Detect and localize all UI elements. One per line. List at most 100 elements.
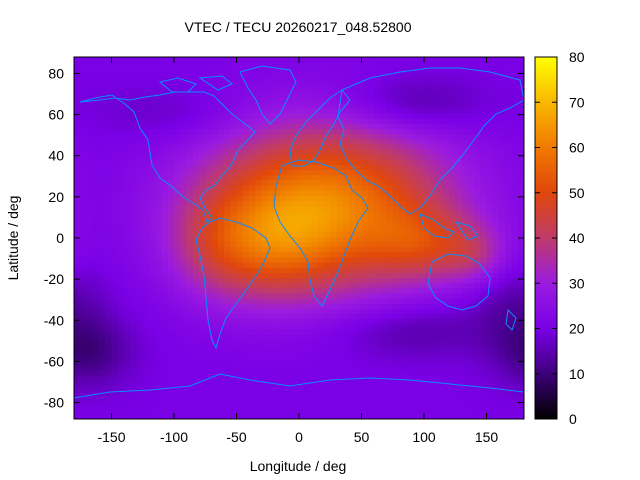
heatmap-cell bbox=[449, 195, 456, 202]
heatmap-cell bbox=[392, 62, 400, 68]
heatmap-cell bbox=[424, 375, 431, 382]
heatmap-cell bbox=[224, 355, 231, 361]
heatmap-cell bbox=[299, 226, 306, 233]
heatmap-cell bbox=[124, 391, 131, 397]
heatmap-cell bbox=[80, 257, 88, 264]
heatmap-cell bbox=[349, 370, 356, 377]
heatmap-cell bbox=[499, 324, 506, 331]
heatmap-cell bbox=[236, 128, 244, 135]
heatmap-cell bbox=[480, 308, 488, 315]
heatmap-cell bbox=[267, 344, 275, 351]
heatmap-cell bbox=[449, 365, 456, 372]
heatmap-cell bbox=[99, 211, 106, 217]
heatmap-cell bbox=[192, 67, 200, 74]
heatmap-cell bbox=[86, 344, 94, 351]
heatmap-cell bbox=[267, 77, 275, 84]
heatmap-cell bbox=[505, 170, 513, 176]
heatmap-cell bbox=[386, 231, 394, 238]
heatmap-cell bbox=[174, 226, 181, 233]
heatmap-cell bbox=[361, 62, 369, 68]
heatmap-cell bbox=[105, 236, 113, 243]
heatmap-cell bbox=[80, 170, 88, 176]
heatmap-cell bbox=[242, 283, 250, 289]
heatmap-cell bbox=[280, 200, 288, 207]
heatmap-cell bbox=[324, 355, 331, 361]
heatmap-cell bbox=[505, 128, 513, 135]
heatmap-cell bbox=[317, 62, 325, 68]
heatmap-cell bbox=[442, 164, 450, 171]
heatmap-cell bbox=[180, 175, 188, 182]
heatmap-cell bbox=[455, 391, 463, 397]
heatmap-cell bbox=[299, 98, 306, 104]
heatmap-cell bbox=[149, 406, 156, 413]
heatmap-cell bbox=[380, 355, 388, 361]
heatmap-cell bbox=[417, 308, 425, 315]
heatmap-cell bbox=[380, 344, 388, 351]
heatmap-cell bbox=[342, 283, 350, 289]
heatmap-cell bbox=[436, 298, 444, 305]
heatmap-cell bbox=[342, 200, 350, 207]
heatmap-cell bbox=[324, 190, 331, 197]
heatmap-cell bbox=[305, 206, 313, 212]
heatmap-cell bbox=[242, 175, 250, 182]
heatmap-cell bbox=[211, 67, 219, 74]
heatmap-cell bbox=[274, 396, 281, 403]
heatmap-cell bbox=[311, 123, 319, 130]
heatmap-cell bbox=[130, 396, 138, 403]
heatmap-cell bbox=[92, 262, 100, 269]
heatmap-cell bbox=[224, 406, 231, 413]
heatmap-cell bbox=[136, 67, 144, 74]
heatmap-cell bbox=[399, 108, 406, 115]
heatmap-cell bbox=[286, 87, 294, 94]
heatmap-cell bbox=[242, 82, 250, 89]
heatmap-cell bbox=[267, 391, 275, 397]
heatmap-cell bbox=[155, 375, 163, 382]
heatmap-cell bbox=[330, 314, 338, 320]
heatmap-cell bbox=[180, 339, 188, 346]
heatmap-cell bbox=[349, 139, 356, 146]
heatmap-cell bbox=[74, 350, 81, 356]
heatmap-cell bbox=[317, 118, 325, 125]
heatmap-cell bbox=[436, 200, 444, 207]
heatmap-cell bbox=[486, 391, 494, 397]
heatmap-cell bbox=[374, 319, 381, 325]
heatmap-cell bbox=[242, 386, 250, 392]
heatmap-cell bbox=[80, 401, 88, 408]
heatmap-cell bbox=[467, 308, 475, 315]
heatmap-cell bbox=[467, 92, 475, 99]
heatmap-cell bbox=[149, 72, 156, 79]
heatmap-cell bbox=[280, 108, 288, 115]
heatmap-cell bbox=[261, 103, 269, 110]
heatmap-cell bbox=[467, 293, 475, 300]
heatmap-cell bbox=[86, 257, 94, 264]
heatmap-cell bbox=[224, 113, 231, 120]
heatmap-cell bbox=[180, 67, 188, 74]
heatmap-cell bbox=[380, 257, 388, 264]
heatmap-cell bbox=[261, 278, 269, 284]
heatmap-cell bbox=[286, 72, 294, 79]
heatmap-cell bbox=[242, 154, 250, 161]
heatmap-cell bbox=[230, 370, 238, 377]
heatmap-cell bbox=[336, 278, 344, 284]
heatmap-cell bbox=[211, 293, 219, 300]
heatmap-cell bbox=[436, 247, 444, 253]
heatmap-cell bbox=[474, 278, 481, 284]
heatmap-cell bbox=[105, 164, 113, 171]
heatmap-cell bbox=[217, 200, 225, 207]
heatmap-cell bbox=[217, 355, 225, 361]
heatmap-cell bbox=[142, 175, 150, 182]
heatmap-cell bbox=[86, 298, 94, 305]
heatmap-cell bbox=[517, 87, 524, 94]
heatmap-cell bbox=[117, 139, 125, 146]
heatmap-cell bbox=[474, 288, 481, 295]
heatmap-cell bbox=[317, 175, 325, 182]
heatmap-cell bbox=[486, 170, 494, 176]
heatmap-cell bbox=[442, 226, 450, 233]
heatmap-cell bbox=[167, 62, 175, 68]
heatmap-cell bbox=[474, 82, 481, 89]
heatmap-cell bbox=[374, 247, 381, 253]
heatmap-cell bbox=[361, 185, 369, 192]
heatmap-cell bbox=[124, 185, 131, 192]
heatmap-cell bbox=[361, 252, 369, 259]
heatmap-cell bbox=[267, 380, 275, 387]
